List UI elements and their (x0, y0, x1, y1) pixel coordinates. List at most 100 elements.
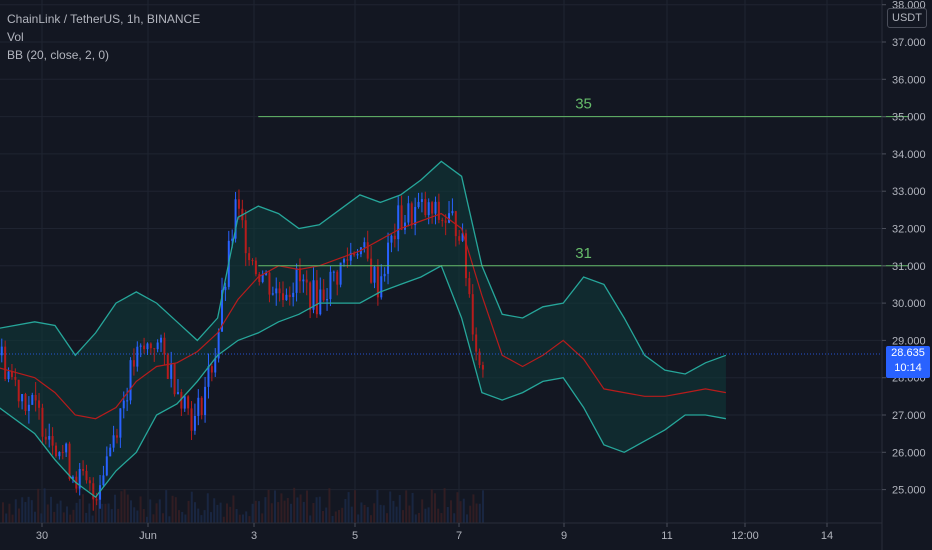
y-tick-label: 30.000 (892, 298, 926, 310)
volume-bar (123, 489, 126, 523)
volume-bar (30, 500, 33, 523)
volume-bar (46, 504, 49, 523)
volume-bar (165, 490, 168, 523)
volume-bar (398, 495, 401, 523)
candle-body (265, 272, 268, 275)
x-tick-label: 3 (251, 530, 257, 542)
volume-bar (219, 502, 222, 523)
bollinger-indicator-label[interactable]: BB (20, close, 2, 0) (7, 48, 110, 62)
candle-body (166, 354, 169, 379)
candle-body (414, 206, 417, 226)
volume-bar (184, 514, 187, 523)
volume-bar (440, 513, 443, 523)
volume-bar (434, 493, 436, 523)
volume-bar (274, 490, 276, 523)
y-tick-label: 31.000 (892, 261, 926, 273)
candle-body (468, 278, 471, 295)
volume-bar (62, 512, 65, 523)
candle-body (10, 371, 13, 377)
volume-indicator-label[interactable]: Vol (7, 30, 24, 44)
candle-body (363, 242, 366, 248)
volume-bar (389, 491, 392, 523)
volume-bar (360, 502, 363, 523)
y-tick-label: 33.000 (892, 186, 926, 198)
x-tick-label: 30 (36, 530, 48, 542)
volume-bar (386, 513, 388, 523)
candle-body (464, 233, 467, 279)
y-tick-label: 32.000 (892, 224, 926, 236)
volume-bar (98, 488, 100, 523)
candle-body (400, 205, 403, 230)
candle-body (78, 469, 81, 489)
volume-bar (459, 501, 462, 523)
candle-body (441, 219, 444, 221)
candle-body (275, 288, 278, 294)
volume-bar (450, 500, 452, 523)
candle-body (251, 260, 254, 262)
y-tick-label: 34.000 (892, 149, 926, 161)
candle-body (190, 408, 193, 431)
candle-body (332, 271, 335, 273)
candle-body (282, 293, 285, 301)
volume-bar (245, 511, 248, 523)
volume-bar (94, 496, 97, 523)
chart-legend: ChainLink / TetherUS, 1h, BINANCE Vol BB… (7, 10, 200, 64)
volume-bar (405, 490, 408, 523)
candle-body (471, 294, 474, 335)
candle-body (410, 203, 413, 226)
candle-body (244, 220, 247, 254)
time-axis-ticks: 30 Jun 3 5 7 9 11 12:00 14 (36, 523, 833, 542)
candle-body (204, 386, 207, 416)
volume-bar (82, 494, 84, 523)
symbol-title[interactable]: ChainLink / TetherUS, 1h, BINANCE (7, 12, 201, 26)
volume-bar (296, 497, 299, 523)
candle-body (292, 292, 295, 298)
volume-bar (40, 513, 43, 523)
volume-bar (299, 494, 302, 523)
volume-bar (293, 487, 296, 523)
x-tick-label: 7 (456, 530, 462, 542)
candle-body (278, 288, 281, 294)
volume-bar (418, 512, 420, 523)
volume-bar (478, 503, 481, 523)
candle-body (146, 343, 149, 350)
volume-bar (139, 496, 142, 523)
candle-body (122, 400, 125, 409)
currency-unit-button[interactable]: USDT (887, 8, 927, 28)
volume-bar (347, 492, 350, 523)
volume-bar (2, 502, 4, 523)
candle-body (237, 199, 240, 209)
volume-bar (200, 515, 203, 523)
volume-bar (357, 514, 360, 523)
volume-bar (27, 496, 30, 523)
candle-body (88, 480, 91, 484)
x-tick-label: 14 (821, 530, 833, 542)
volume-bar (197, 508, 200, 523)
volume-bar (162, 513, 164, 523)
volume-bar (142, 508, 145, 523)
volume-bar (75, 502, 78, 523)
candle-body (417, 201, 420, 207)
volume-bar (453, 513, 456, 523)
candle-body (7, 371, 10, 380)
candle-body (102, 475, 105, 486)
volume-bar (302, 501, 305, 523)
candle-body (136, 346, 139, 367)
volume-bar (174, 497, 177, 523)
candle-body (271, 293, 274, 295)
candle-body (31, 394, 34, 405)
candle-body (210, 366, 213, 373)
candle-body (17, 379, 20, 402)
volume-bar (171, 495, 174, 523)
candle-body (254, 260, 257, 275)
volume-bar (21, 497, 24, 523)
volume-bar (24, 502, 27, 523)
volume-bar (382, 505, 385, 523)
volume-bar (226, 503, 228, 523)
volume-bar (158, 499, 161, 523)
volume-bar (107, 503, 110, 523)
volume-bar (181, 511, 184, 523)
candle-body (115, 435, 118, 438)
current-price-value: 28.635 (891, 347, 925, 359)
